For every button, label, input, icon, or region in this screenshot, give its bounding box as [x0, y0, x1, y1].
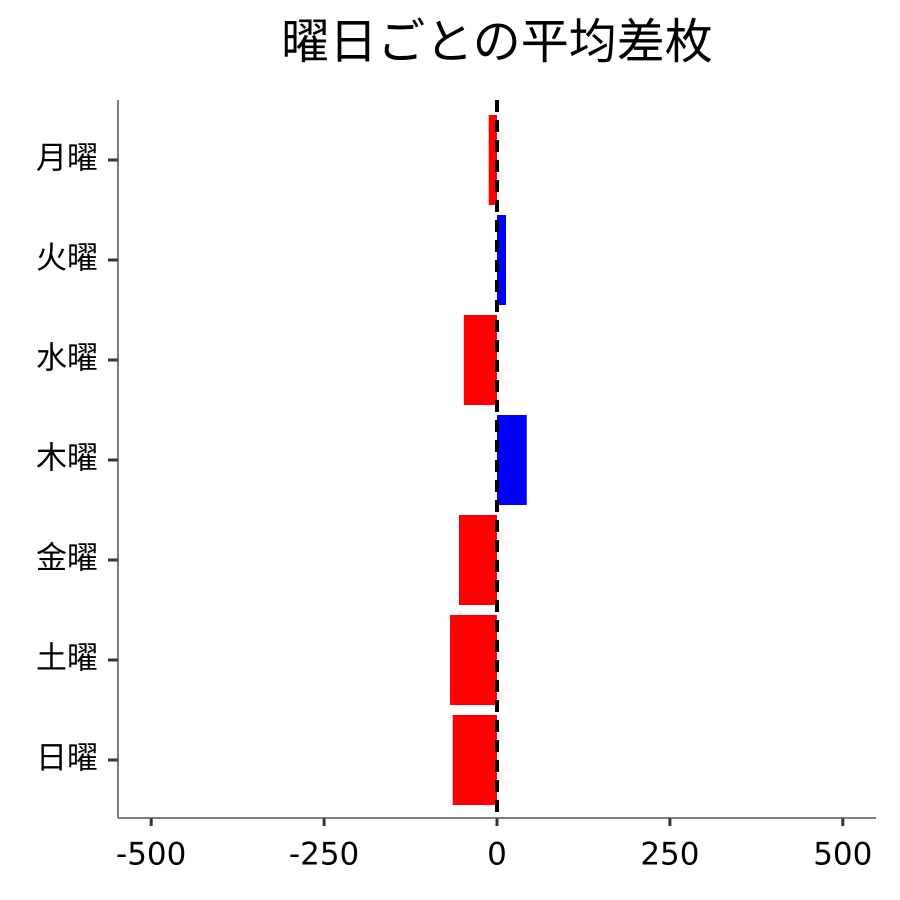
- x-tick-label: -500: [116, 837, 186, 873]
- bar: [452, 715, 497, 805]
- bar: [497, 215, 506, 305]
- bar: [458, 515, 497, 605]
- bar: [488, 115, 497, 205]
- bar: [497, 415, 527, 505]
- y-tick-label: 月曜: [36, 141, 98, 177]
- y-tick-label: 金曜: [36, 541, 98, 577]
- chart-title: 曜日ごとの平均差枚: [281, 14, 713, 70]
- y-tick-label: 木曜: [36, 441, 98, 477]
- x-tick-label: -250: [289, 837, 359, 873]
- y-tick-label: 火曜: [36, 241, 98, 277]
- y-tick-label: 水曜: [36, 341, 98, 377]
- y-tick-label: 日曜: [36, 741, 98, 777]
- x-tick-label: 500: [813, 837, 872, 873]
- bar: [449, 615, 497, 705]
- y-tick-label: 土曜: [36, 641, 98, 677]
- x-tick-label: 0: [487, 837, 507, 873]
- x-tick-label: 250: [640, 837, 699, 873]
- bar: [463, 315, 497, 405]
